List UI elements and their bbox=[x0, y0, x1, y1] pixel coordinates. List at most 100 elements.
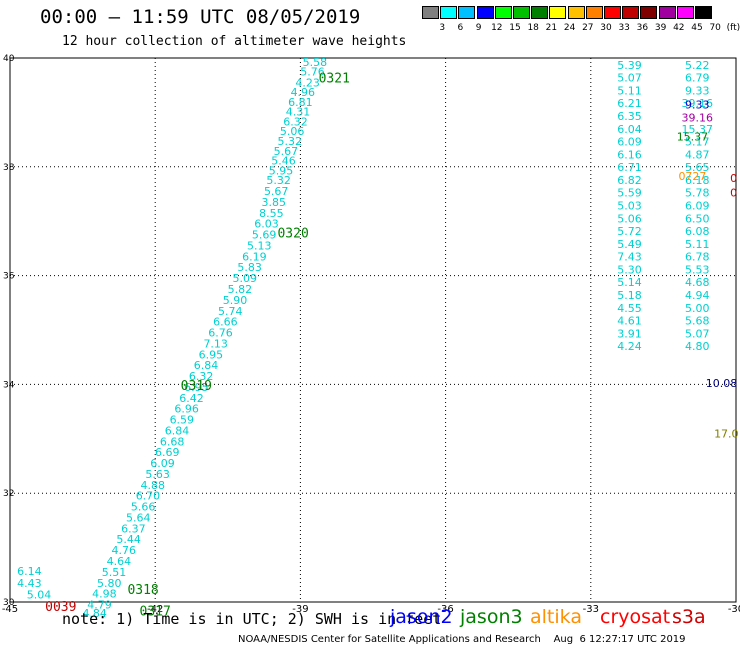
swh-value: 6.19 bbox=[242, 250, 267, 263]
swh-value: 5.80 bbox=[97, 577, 122, 590]
swh-value: 6.03 bbox=[254, 218, 279, 231]
swh-value: 5.32 bbox=[278, 135, 303, 148]
swh-value: 6.69 bbox=[155, 446, 180, 459]
colorbar-label: 36 bbox=[636, 23, 649, 33]
swh-value: 5.72 bbox=[617, 225, 642, 238]
colorbar-label: 3 bbox=[439, 23, 446, 33]
swh-value: 5.64 bbox=[126, 511, 151, 524]
swh-value: 5.30 bbox=[617, 263, 642, 276]
swh-value-highlight: 15.37 bbox=[677, 131, 709, 144]
swh-value: 5.04 bbox=[27, 589, 52, 602]
swh-value: 4.88 bbox=[141, 479, 166, 492]
x-tick-label: -45 bbox=[2, 604, 18, 615]
colorbar-label: 6 bbox=[457, 23, 464, 33]
swh-value: 6.08 bbox=[685, 225, 710, 238]
colorbar-label: 70 bbox=[709, 23, 721, 33]
swh-value: 5.39 bbox=[617, 59, 642, 72]
swh-value: 6.18 bbox=[685, 174, 710, 187]
swh-value: 4.68 bbox=[685, 276, 710, 289]
legend-jason3: jason3 bbox=[460, 606, 523, 628]
swh-value: 6.76 bbox=[208, 327, 233, 340]
swh-value: 5.65 bbox=[685, 161, 710, 174]
swh-value: 5.67 bbox=[274, 145, 299, 158]
swh-value: 5.49 bbox=[617, 238, 642, 251]
swh-value: 6.32 bbox=[283, 115, 308, 128]
swh-value: 6.66 bbox=[213, 316, 238, 329]
swh-value: 4.96 bbox=[291, 86, 316, 99]
swh-value: 5.03 bbox=[617, 200, 642, 213]
colorbar-label: 9 bbox=[475, 23, 482, 33]
plot-frame bbox=[9, 57, 737, 603]
swh-value: 6.84 bbox=[165, 424, 190, 437]
colorbar-swatch bbox=[640, 6, 658, 19]
x-tick-label: -39 bbox=[292, 604, 308, 615]
colorbar-label: 12 bbox=[491, 23, 503, 33]
colorbar-swatch bbox=[476, 6, 494, 19]
swh-value: 5.09 bbox=[232, 272, 257, 285]
colorbar-label: 30 bbox=[600, 23, 612, 33]
swh-value: 5.74 bbox=[218, 305, 243, 318]
colorbar-label: (ft) bbox=[726, 23, 740, 33]
pass-time-label: 0319 bbox=[181, 379, 212, 394]
swh-value: 4.94 bbox=[685, 289, 710, 302]
swh-value: 6.95 bbox=[199, 348, 224, 361]
swh-value: 7.43 bbox=[617, 251, 642, 264]
swh-value: 4.76 bbox=[111, 544, 136, 557]
swh-value-highlight: 0 bbox=[730, 187, 737, 200]
colorbar-swatch bbox=[422, 6, 439, 19]
legend-cryosat: cryosat bbox=[600, 606, 671, 628]
swh-value: 5.17 bbox=[685, 136, 710, 149]
swh-value: 4.80 bbox=[685, 340, 710, 353]
swh-value: 6.71 bbox=[617, 161, 642, 174]
swh-value: 5.07 bbox=[617, 72, 642, 85]
x-tick-label: -42 bbox=[147, 604, 163, 615]
pass-time-label: 0321 bbox=[319, 71, 350, 86]
y-tick-label: 34 bbox=[3, 380, 15, 390]
swh-value: 4.31 bbox=[286, 106, 311, 119]
pass-time-label: 0317 bbox=[140, 605, 171, 620]
colorbar-label: 18 bbox=[527, 23, 539, 33]
colorbar-swatch bbox=[676, 6, 694, 19]
swh-value: 4.61 bbox=[617, 315, 642, 328]
map-title: 00:00 – 11:59 UTC 08/05/2019 bbox=[40, 6, 361, 28]
swh-value: 5.66 bbox=[131, 501, 156, 514]
swh-value: 4.55 bbox=[617, 302, 642, 315]
swh-value: 4.84 bbox=[82, 607, 107, 620]
swh-value: 6.42 bbox=[179, 392, 204, 405]
colorbar-label: 27 bbox=[582, 23, 594, 33]
legend-s3a: s3a bbox=[672, 606, 706, 628]
swh-value: 5.63 bbox=[145, 468, 170, 481]
colorbar-swatch bbox=[695, 6, 712, 19]
swh-value-highlight: 10.08 bbox=[706, 377, 738, 390]
swh-value: 6.14 bbox=[17, 565, 42, 578]
swh-value: 4.43 bbox=[17, 577, 42, 590]
swh-value: 5.14 bbox=[617, 276, 642, 289]
swh-value: 3.85 bbox=[262, 196, 287, 209]
swh-value: 5.13 bbox=[247, 239, 272, 252]
swh-value: 4.98 bbox=[92, 588, 117, 601]
y-tick-label: 36 bbox=[3, 272, 15, 282]
map-subtitle: 12 hour collection of altimeter wave hei… bbox=[62, 34, 407, 49]
swh-value: 6.82 bbox=[617, 174, 642, 187]
swh-value: 5.82 bbox=[228, 283, 253, 296]
swh-value: 3.91 bbox=[617, 327, 642, 340]
swh-value: 6.59 bbox=[170, 414, 195, 427]
swh-value: 6.21 bbox=[617, 97, 642, 110]
swh-value-highlight: 9.33 bbox=[685, 99, 710, 112]
colorbar-swatch bbox=[604, 6, 621, 19]
swh-value: 5.18 bbox=[617, 289, 642, 302]
swh-value: 4.23 bbox=[295, 76, 320, 89]
swh-value: 5.78 bbox=[685, 187, 710, 200]
swh-value: 5.46 bbox=[271, 155, 296, 168]
swh-value: 5.00 bbox=[685, 302, 710, 315]
x-tick-label: -30 bbox=[728, 604, 740, 615]
swh-value: 5.44 bbox=[116, 533, 141, 546]
colorbar-swatch bbox=[585, 6, 603, 19]
swh-value: 5.07 bbox=[685, 327, 710, 340]
swh-value: 6.50 bbox=[685, 212, 710, 225]
pass-time-label: 0320 bbox=[277, 227, 308, 242]
swh-value: 6.09 bbox=[150, 457, 175, 470]
swh-value: 6.95 bbox=[184, 381, 209, 394]
swh-value: 4.64 bbox=[107, 555, 132, 568]
